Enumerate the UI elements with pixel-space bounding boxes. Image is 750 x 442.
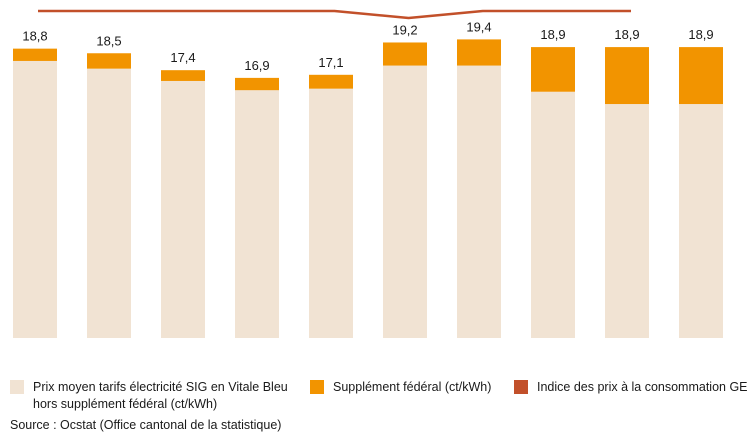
- bar-supplement-2017: [531, 47, 575, 92]
- bar-supplement-2010: [13, 48, 57, 61]
- bar-base-2015: [383, 65, 427, 338]
- legend-label-base-price-line1: Prix moyen tarifs électricité SIG en Vit…: [33, 380, 288, 394]
- total-label-2018: 18,9: [614, 27, 639, 42]
- stacked-bar-chart: 18,8201018,5201117,4201216,9201317,12014…: [13, 9, 723, 339]
- bar-supplement-2019: [679, 47, 723, 105]
- legend-swatch-supplement: [310, 380, 324, 394]
- legend-item-supplement: Supplément fédéral (ct/kWh): [310, 379, 491, 396]
- source-note: Source : Ocstat (Office cantonal de la s…: [10, 418, 282, 432]
- price-index-line: [38, 9, 631, 20]
- bar-supplement-2016: [457, 39, 501, 66]
- bar-base-2016: [457, 65, 501, 338]
- total-label-2010: 18,8: [22, 29, 47, 44]
- total-label-2014: 17,1: [318, 55, 343, 70]
- legend-swatch-base-price: [10, 380, 24, 394]
- bar-base-2012: [161, 80, 205, 338]
- bar-base-2011: [87, 68, 131, 338]
- legend-item-price-index: Indice des prix à la consommation GE: [514, 379, 748, 396]
- bar-base-2010: [13, 60, 57, 338]
- total-label-2013: 16,9: [244, 58, 269, 73]
- bar-base-2014: [309, 88, 353, 338]
- legend-swatch-price-index: [514, 380, 528, 394]
- bar-supplement-2015: [383, 42, 427, 66]
- bar-supplement-2013: [235, 77, 279, 91]
- legend: Prix moyen tarifs électricité SIG en Vit…: [0, 379, 750, 419]
- bar-supplement-2014: [309, 74, 353, 89]
- bar-supplement-2011: [87, 53, 131, 69]
- legend-label-supplement: Supplément fédéral (ct/kWh): [333, 380, 492, 394]
- total-label-2019: 18,9: [688, 27, 713, 42]
- legend-label-price-index: Indice des prix à la consommation GE: [537, 380, 748, 394]
- bar-base-2017: [531, 91, 575, 338]
- total-label-2017: 18,9: [540, 27, 565, 42]
- total-label-2012: 17,4: [170, 50, 195, 65]
- legend-item-base-price: Prix moyen tarifs électricité SIG en Vit…: [10, 379, 288, 413]
- total-label-2016: 19,4: [466, 19, 491, 34]
- legend-label-base-price-line2: hors supplément fédéral (ct/kWh): [33, 397, 218, 411]
- total-label-2015: 19,2: [392, 22, 417, 37]
- bar-supplement-2012: [161, 70, 205, 81]
- total-label-2011: 18,5: [96, 33, 121, 48]
- bar-base-2013: [235, 90, 279, 339]
- bar-base-2019: [679, 104, 723, 338]
- bar-supplement-2018: [605, 47, 649, 105]
- bar-base-2018: [605, 104, 649, 338]
